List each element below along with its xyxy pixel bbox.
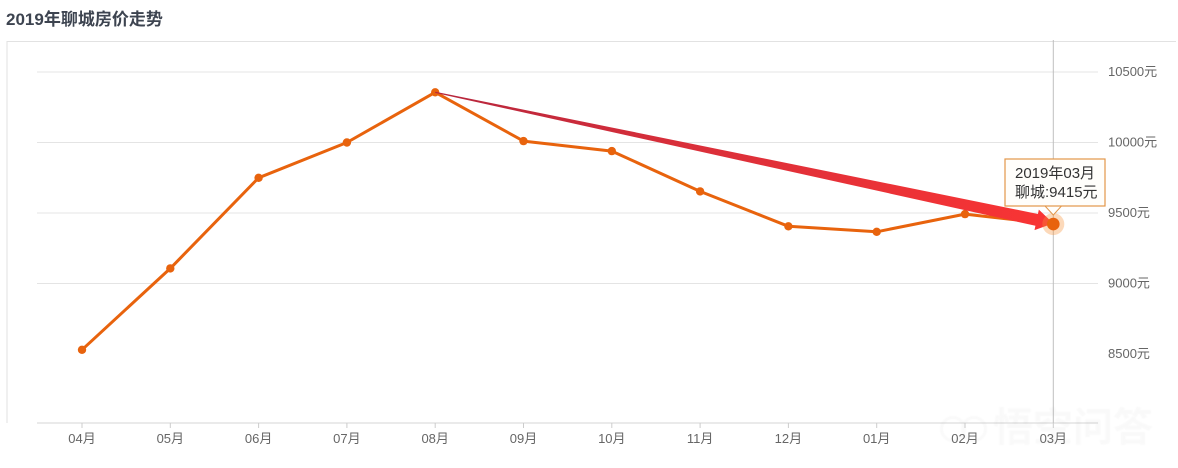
svg-text:12月: 12月 bbox=[775, 431, 802, 446]
svg-text:07月: 07月 bbox=[333, 431, 360, 446]
svg-text:2019年03月: 2019年03月 bbox=[1015, 165, 1095, 182]
svg-text:06月: 06月 bbox=[245, 431, 272, 446]
svg-text:04月: 04月 bbox=[68, 431, 95, 446]
svg-text:09月: 09月 bbox=[510, 431, 537, 446]
svg-text:10月: 10月 bbox=[598, 431, 625, 446]
svg-text:9500元: 9500元 bbox=[1108, 205, 1150, 220]
svg-text:10000元: 10000元 bbox=[1108, 135, 1157, 150]
svg-text:8500元: 8500元 bbox=[1108, 346, 1150, 361]
svg-text:05月: 05月 bbox=[157, 431, 184, 446]
svg-text:10500元: 10500元 bbox=[1108, 64, 1157, 79]
svg-text:聊城:9415元: 聊城:9415元 bbox=[1015, 184, 1098, 201]
svg-text:08月: 08月 bbox=[421, 431, 448, 446]
svg-text:悟空问答: 悟空问答 bbox=[993, 395, 1153, 453]
svg-text:01月: 01月 bbox=[863, 431, 890, 446]
svg-text:9000元: 9000元 bbox=[1108, 276, 1150, 291]
svg-text:11月: 11月 bbox=[687, 431, 714, 446]
